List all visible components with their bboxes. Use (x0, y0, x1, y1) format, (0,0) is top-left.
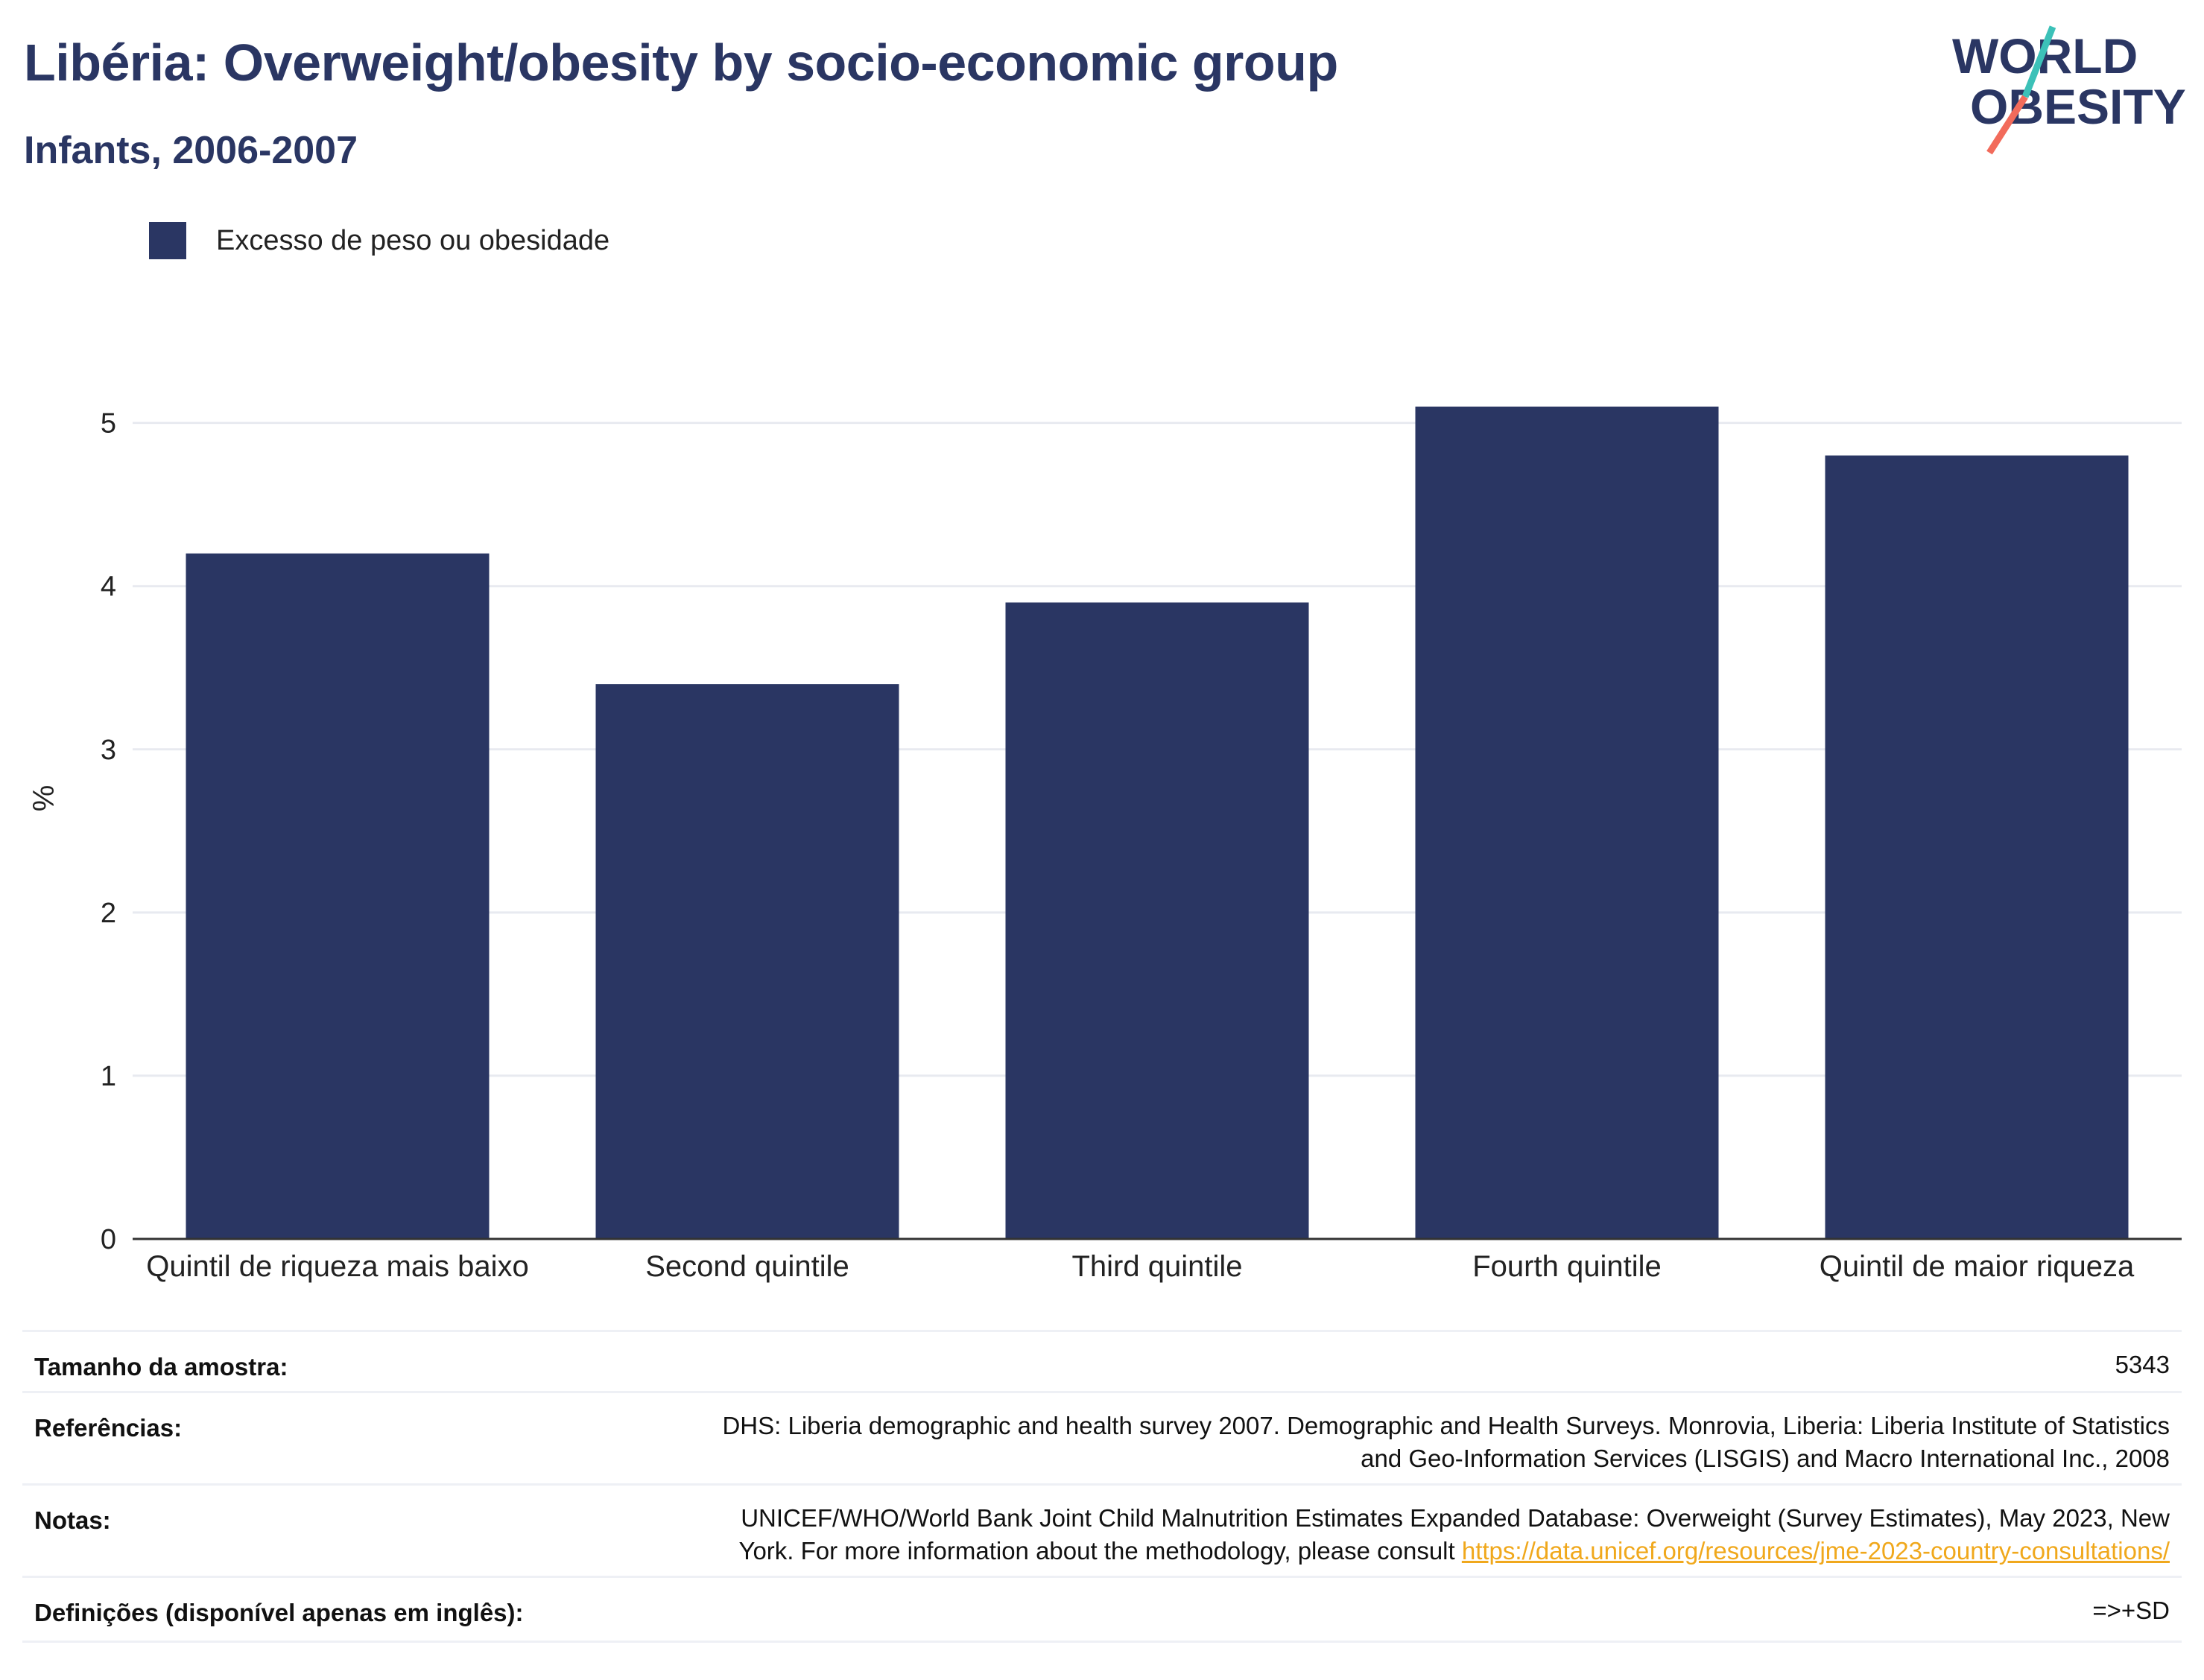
legend-swatch (149, 222, 186, 259)
x-tick-label: Fourth quintile (1472, 1250, 1661, 1283)
methodology-link[interactable]: https://data.unicef.org/resources/jme-20… (1461, 1537, 2170, 1565)
x-tick-label: Quintil de riqueza mais baixo (146, 1250, 529, 1283)
notes-value: UNICEF/WHO/World Bank Joint Child Malnut… (738, 1502, 2170, 1568)
chart-title: Libéria: Overweight/obesity by socio-eco… (24, 34, 1338, 92)
y-tick-label: 2 (101, 898, 116, 929)
y-tick-label: 3 (101, 735, 116, 766)
bar (595, 684, 899, 1239)
references-label: Referências: (34, 1414, 183, 1442)
bar (186, 553, 490, 1239)
notes-line2-text: York. For more information about the met… (738, 1537, 1462, 1565)
references-line2: and Geo-Information Services (LISGIS) an… (1361, 1445, 2170, 1472)
x-tick-label: Second quintile (645, 1250, 849, 1283)
y-tick-label: 0 (101, 1224, 116, 1255)
bar (1415, 406, 1719, 1240)
meta-row-notes: Notas: UNICEF/WHO/World Bank Joint Child… (22, 1483, 2182, 1578)
meta-row-sample: Tamanho da amostra: 5343 (22, 1330, 2182, 1393)
sample-size-value: 5343 (2115, 1351, 2170, 1378)
references-value: DHS: Liberia demographic and health surv… (722, 1410, 2170, 1475)
logo-slash-bottom (1986, 95, 2028, 155)
x-tick-label: Quintil de maior riqueza (1820, 1250, 2135, 1283)
chart-subtitle: Infants, 2006-2007 (24, 129, 358, 172)
definitions-value: =>+SD (2092, 1597, 2170, 1624)
meta-row-definitions: Definições (disponível apenas em inglês)… (22, 1576, 2182, 1643)
bar (1005, 602, 1309, 1239)
world-obesity-logo: WORLD OBESITY (1952, 25, 2186, 155)
y-tick-label: 5 (101, 408, 116, 440)
meta-row-references: Referências: DHS: Liberia demographic an… (22, 1391, 2182, 1486)
notes-label: Notas: (34, 1506, 111, 1534)
notes-line2: York. For more information about the met… (738, 1535, 2170, 1568)
sample-size-label: Tamanho da amostra: (34, 1353, 288, 1381)
notes-line1: UNICEF/WHO/World Bank Joint Child Malnut… (741, 1504, 2170, 1532)
y-axis-label: % (28, 785, 60, 812)
y-tick-label: 4 (101, 571, 116, 603)
x-tick-label: Third quintile (1071, 1250, 1242, 1283)
logo-slash-top (2021, 25, 2056, 98)
bar (1825, 455, 2129, 1239)
definitions-label: Definições (disponível apenas em inglês)… (34, 1599, 524, 1626)
y-tick-label: 1 (101, 1061, 116, 1092)
legend-label: Excesso de peso ou obesidade (216, 224, 610, 256)
chart-legend[interactable]: Excesso de peso ou obesidade (149, 222, 609, 259)
references-line1: DHS: Liberia demographic and health surv… (722, 1412, 2170, 1439)
bar-chart: 0 1 2 3 4 5% Quintil de riqueza mais baixo Seco… (28, 406, 2182, 1283)
